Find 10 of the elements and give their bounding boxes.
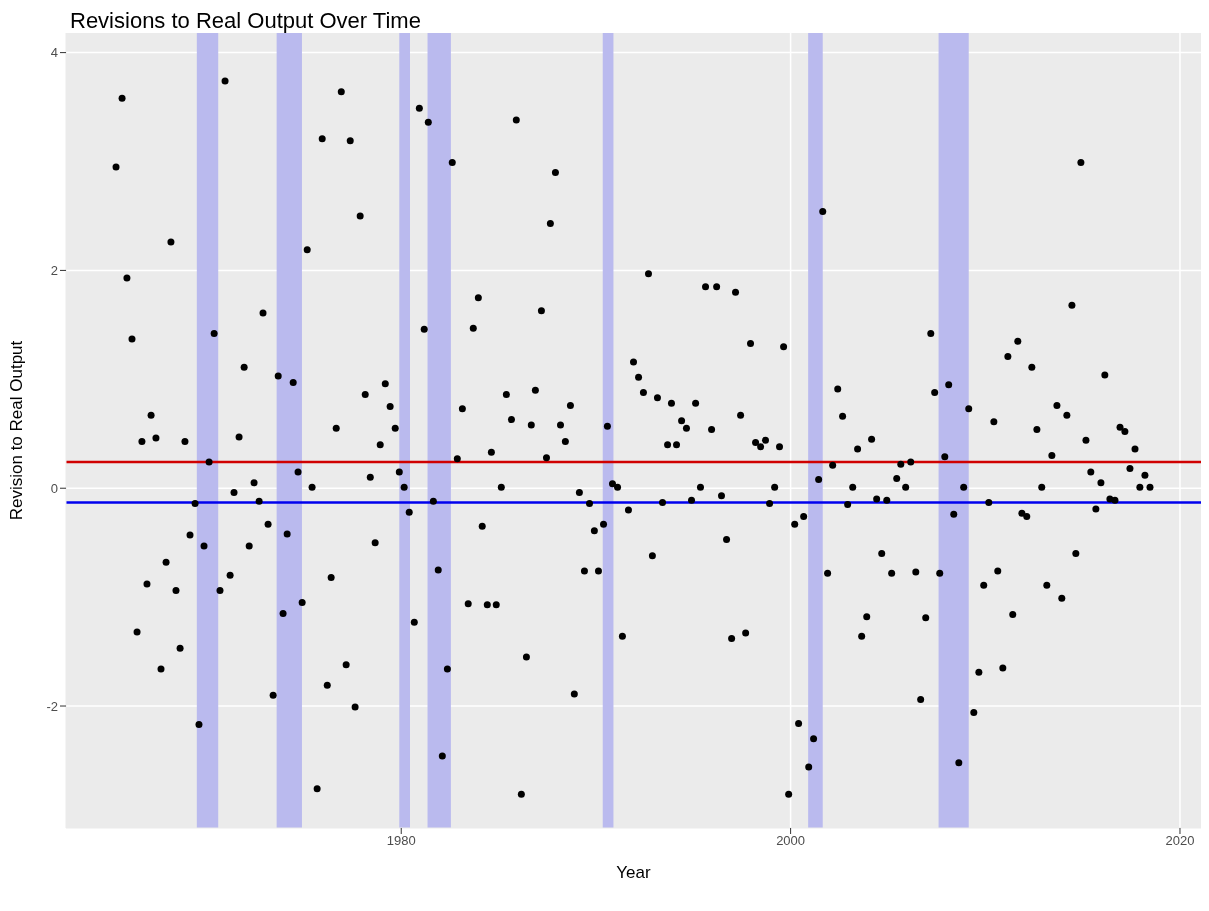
y-axis-title: Revision to Real Output xyxy=(7,340,27,521)
chart-title: Revisions to Real Output Over Time xyxy=(70,8,421,34)
x-axis-title: Year xyxy=(616,863,652,882)
x-tick-label: 2020 xyxy=(1165,833,1195,849)
y-tick-label: 2 xyxy=(50,263,58,279)
x-tick-label: 1980 xyxy=(386,833,416,849)
x-tick-label: 2000 xyxy=(776,833,806,849)
y-tick-label: -2 xyxy=(46,698,58,714)
y-tick-label: 0 xyxy=(50,480,58,496)
y-tick-label: 4 xyxy=(50,45,58,61)
